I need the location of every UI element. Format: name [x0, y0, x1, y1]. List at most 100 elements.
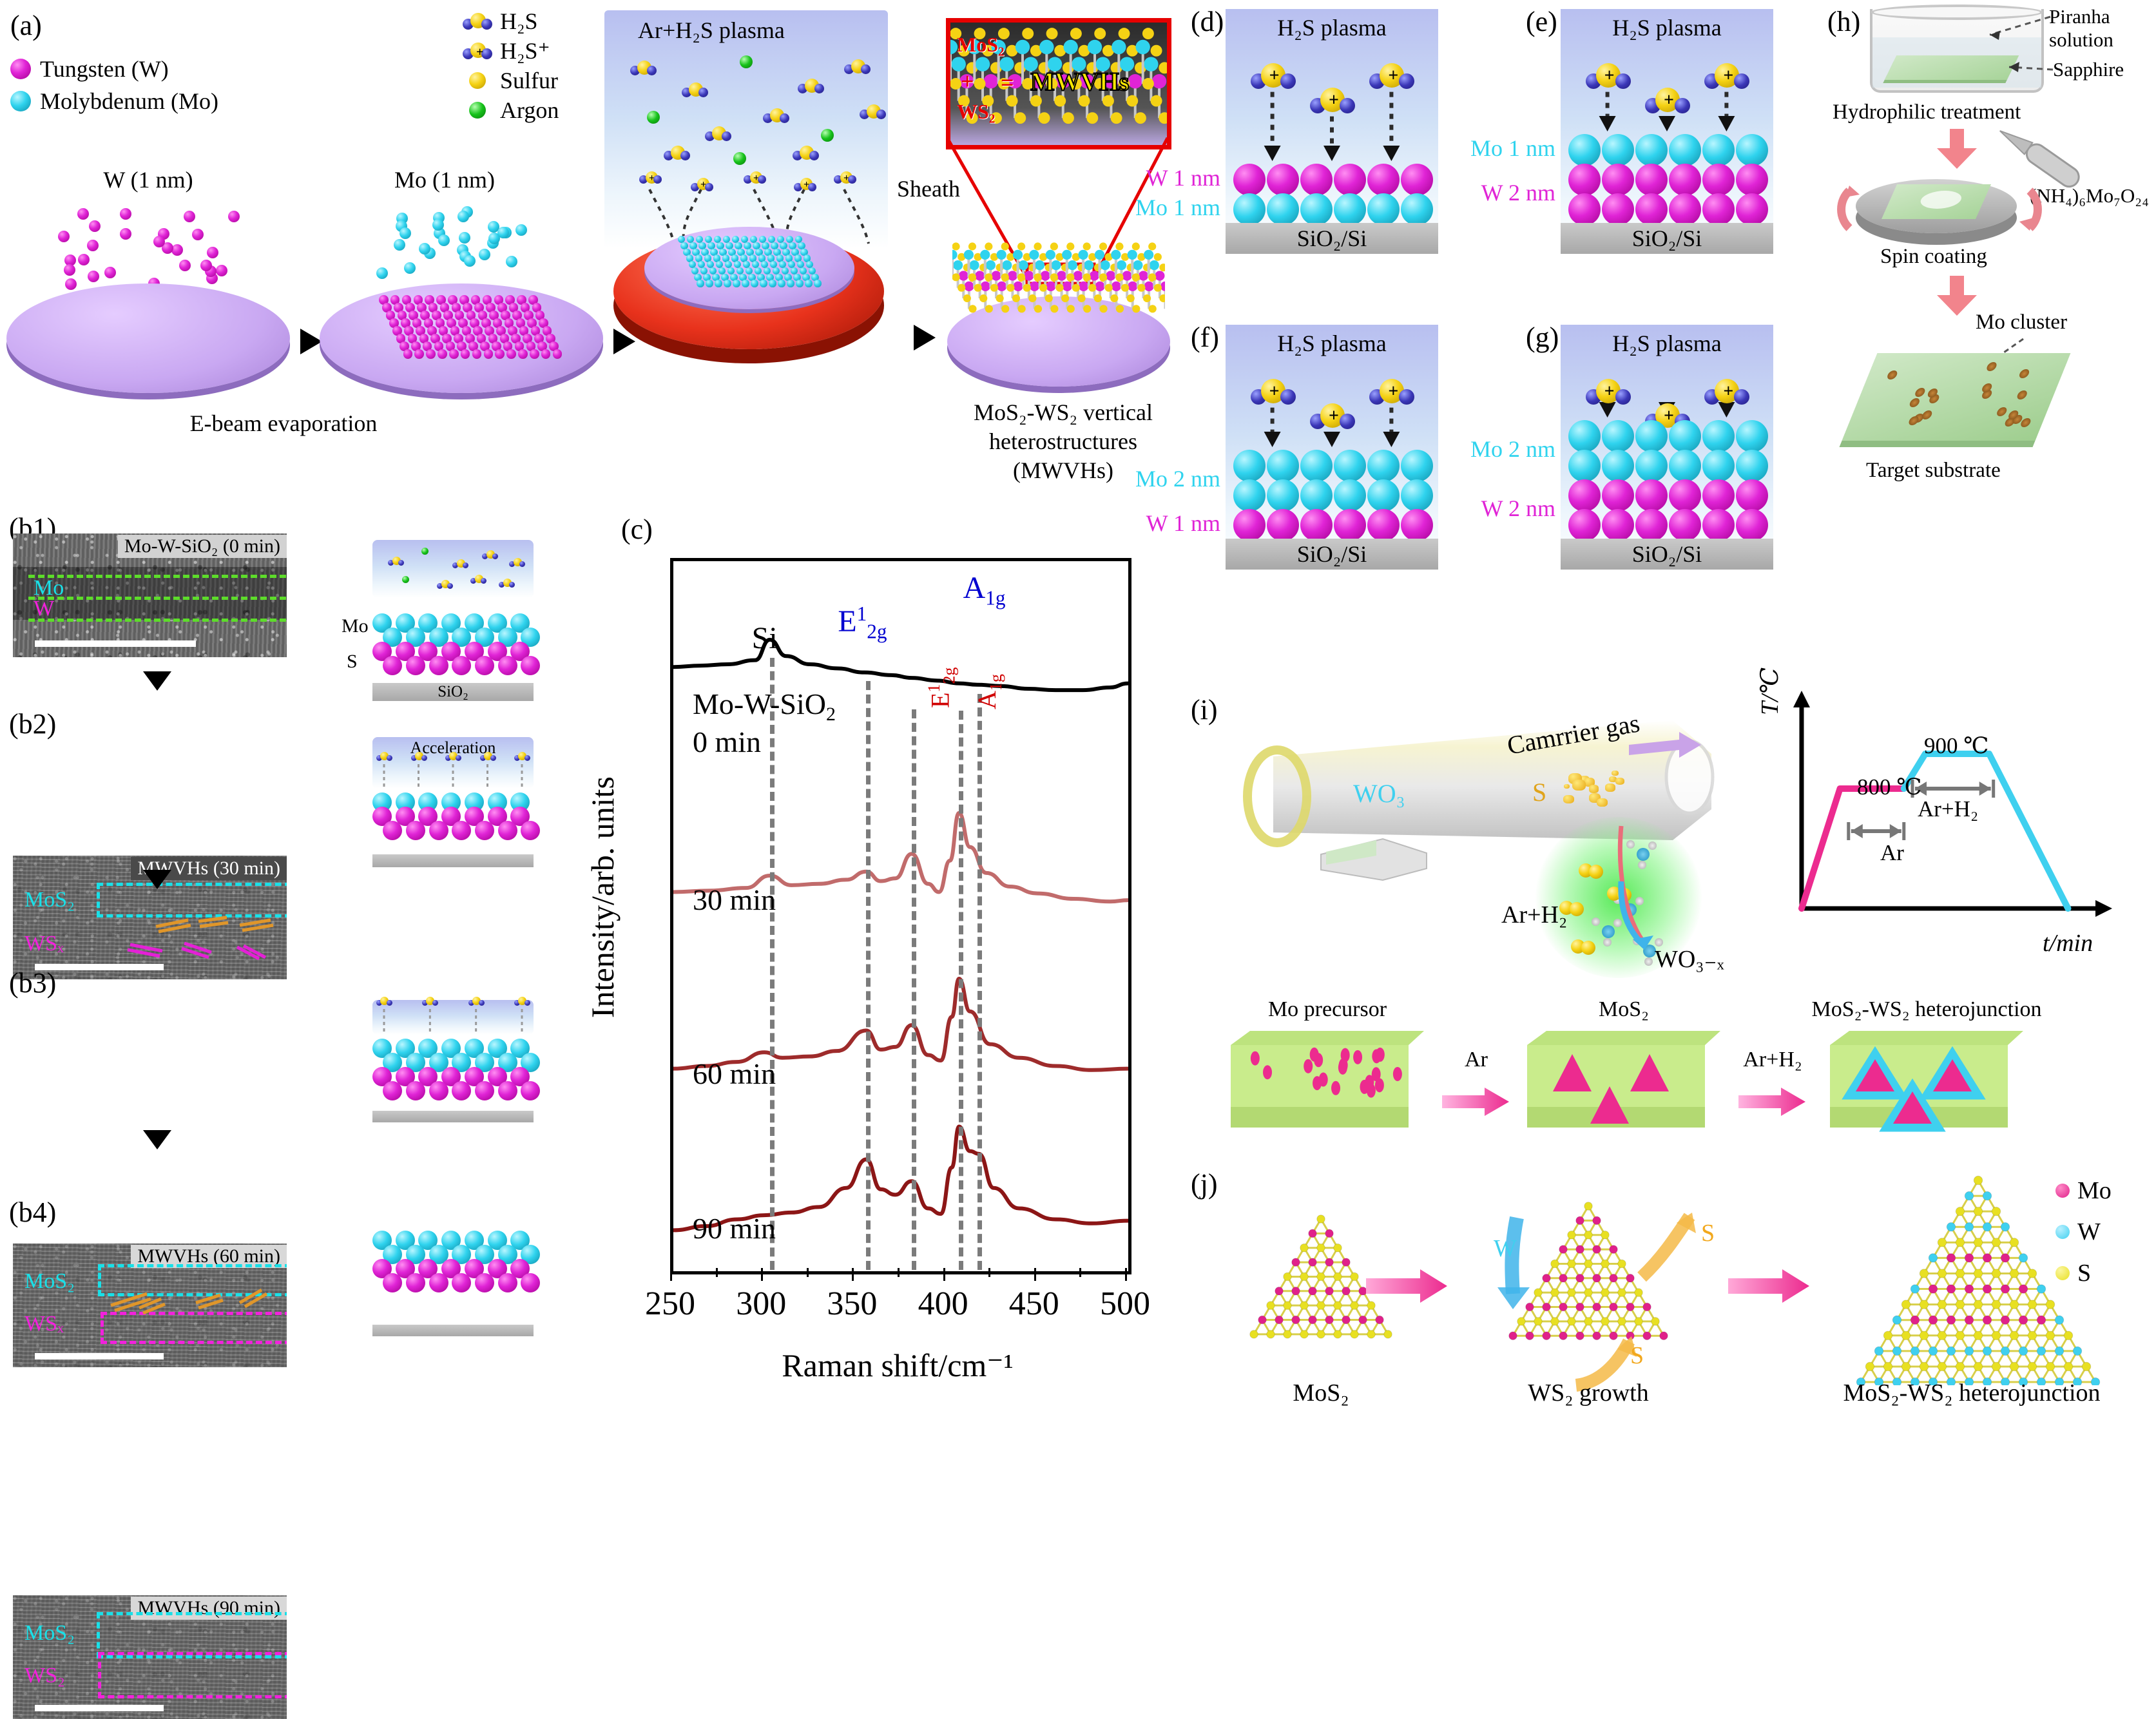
w-atom	[178, 259, 191, 271]
arrow-right-1-icon	[300, 329, 322, 354]
schematic-substrate-b2	[372, 854, 534, 867]
s-lattice-node	[1567, 1259, 1576, 1269]
s-lattice-node	[1991, 1238, 2001, 1247]
mo-atom	[1602, 420, 1634, 452]
mo-atom	[1267, 193, 1299, 226]
schematic-stack-b4	[372, 1228, 541, 1325]
w-film-atom	[527, 318, 537, 328]
sulfur-ion	[426, 997, 435, 1005]
s-lattice-node	[1601, 1317, 1610, 1326]
mo-lattice-node	[1325, 1287, 1334, 1296]
mo-lattice-node	[1358, 1315, 1367, 1325]
w-film-atom	[466, 311, 476, 320]
w-film-atom	[497, 303, 507, 312]
w-atom	[183, 211, 195, 223]
s-lattice-node	[1651, 1317, 1660, 1326]
hydrogen-atom	[809, 151, 819, 160]
raman-series-annotation: Mo-W-SiO2 0 min	[693, 687, 836, 758]
sheath-ion-trajectories: + + + + +	[604, 171, 888, 247]
mo-film-atom	[740, 254, 748, 262]
legend-label-s-j: S	[2077, 1260, 2092, 1287]
arrow-down-b2-b3-icon	[143, 870, 171, 889]
mo-atom	[438, 235, 450, 247]
s-lattice-node	[1550, 1259, 1559, 1269]
hydrogen-atom	[470, 578, 476, 584]
substrate-label-0: SiO₂/Si	[1226, 223, 1438, 254]
w-film-atom	[379, 295, 389, 305]
sulfur-source-label-text: S	[1532, 778, 1547, 807]
heterojunction-lattice-large	[1836, 1173, 2120, 1387]
panel-j-letter: (j)	[1191, 1168, 1218, 1200]
peak-dashed-line-0	[769, 658, 775, 1270]
sulfur-ion	[449, 752, 457, 760]
hydrogen-atom	[647, 66, 657, 75]
mo-film-atom	[778, 261, 787, 269]
mo-atom	[488, 220, 500, 233]
sulfur-powder-grain	[1609, 776, 1617, 783]
w-atom	[1669, 193, 1701, 226]
layer-label-3-0: Mo 2 nm	[1470, 436, 1555, 462]
w-atom	[474, 656, 494, 676]
mos2-triangle-lattice-small	[1224, 1211, 1418, 1372]
mo-film-atom	[768, 236, 776, 244]
hydrogen-atom	[744, 175, 752, 184]
tem-layer-label-wsx-b3: WSₓ	[24, 1312, 64, 1336]
s-lattice-node	[1300, 1301, 1309, 1310]
w-atom	[1602, 164, 1634, 196]
wafer-final	[947, 296, 1170, 387]
w-lattice-node	[2018, 1253, 2028, 1263]
w-film-atom	[451, 303, 461, 312]
panel-g-letter: (g)	[1526, 322, 1559, 353]
s-lattice-node	[1316, 1301, 1325, 1310]
raman-x-tick	[806, 1268, 809, 1277]
mo-atom	[432, 218, 445, 231]
mo-film-atom	[789, 242, 796, 250]
w-film-atom	[450, 326, 460, 336]
mo-film-atom	[749, 254, 757, 262]
w-film-atom	[508, 303, 519, 312]
legend-dot-w	[2055, 1225, 2070, 1239]
hydrogen-atom	[478, 1000, 485, 1006]
temp-chart-x-label: t/min	[2043, 930, 2093, 957]
mo-film-atom	[723, 236, 731, 244]
tem-image-b1: Mo-W-SiO₂ (0 min) Mo W	[13, 533, 287, 657]
mwvhs-inset: MoS₂ + WS₂ = MWVHs	[946, 18, 1171, 149]
s-lattice-node	[2027, 1361, 2037, 1372]
hydrogen-atom	[1615, 389, 1631, 405]
beaker-icon	[1870, 5, 2044, 93]
mo-lattice-node	[1964, 1253, 1974, 1263]
s-lattice-node	[1584, 1230, 1593, 1240]
mo-lattice-node	[2000, 1315, 2010, 1325]
w-atom	[405, 821, 425, 841]
s-flux-label-top: S	[1701, 1220, 1715, 1247]
mo-lattice-node	[1592, 1245, 1601, 1254]
mo-cluster-dot	[1885, 370, 1899, 380]
mo-atom	[1669, 450, 1701, 482]
s-lattice-node	[1991, 1300, 2001, 1309]
mo-film-atom	[814, 280, 822, 287]
layer-label-1-0: Mo 1 nm	[1470, 135, 1555, 161]
mo-atom	[1736, 134, 1768, 166]
w-film-atom	[460, 349, 470, 359]
w-atom	[452, 1273, 472, 1293]
mo-film-atom	[769, 280, 776, 287]
mo-film-atom	[686, 254, 694, 262]
mo-atom	[1669, 134, 1701, 166]
w-atom	[88, 270, 100, 282]
mo-film-atom	[776, 254, 784, 262]
s-lattice-node	[1584, 1317, 1593, 1326]
w-film-atom	[518, 349, 528, 359]
w-atom	[474, 1273, 494, 1293]
w-atom	[1267, 164, 1299, 196]
mo-film-atom	[758, 254, 766, 262]
mo-precursor-dot	[1371, 1067, 1381, 1082]
hydrogen-atom-small	[1592, 917, 1600, 926]
w-film-atom	[413, 295, 423, 305]
ion-plus-sign: +	[1329, 90, 1339, 110]
mo-precursor-dot	[1338, 1060, 1347, 1075]
raman-x-axis-label: Raman shift/cm⁻¹	[670, 1347, 1125, 1384]
hydrogen-atom	[653, 175, 662, 184]
s-lattice-node	[2063, 1361, 2074, 1372]
ion-plus-sign: +	[753, 173, 760, 184]
tem-title-b2: MWVHs (30 min)	[131, 857, 287, 880]
